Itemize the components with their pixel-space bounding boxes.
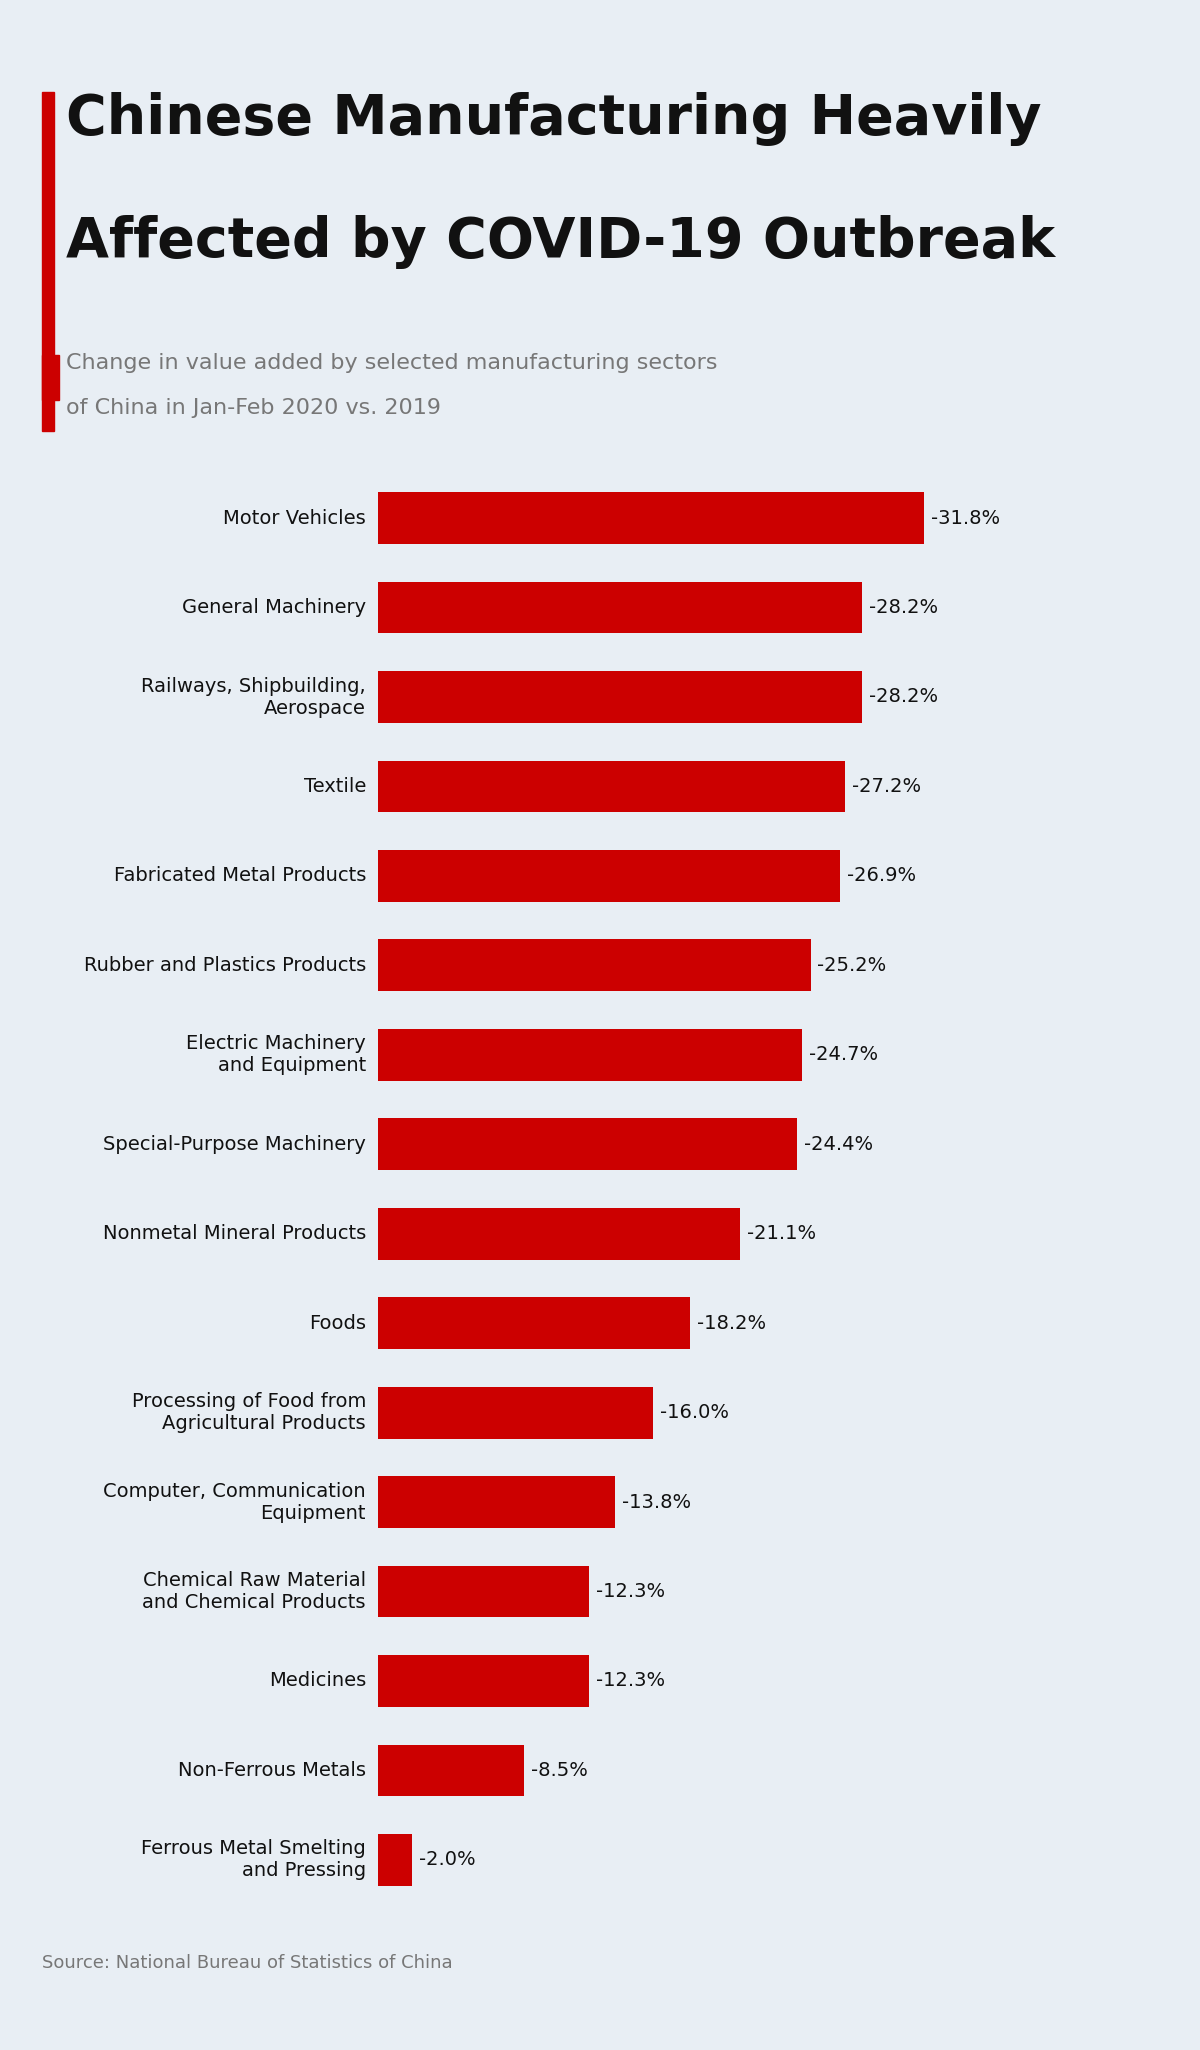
Text: Fabricated Metal Products: Fabricated Metal Products	[114, 867, 366, 886]
Text: Special-Purpose Machinery: Special-Purpose Machinery	[103, 1136, 366, 1154]
Text: -12.3%: -12.3%	[596, 1671, 665, 1691]
Text: Chinese Manufacturing Heavily: Chinese Manufacturing Heavily	[66, 92, 1042, 146]
Bar	[378, 1119, 797, 1171]
Bar	[378, 1476, 614, 1527]
Text: -27.2%: -27.2%	[852, 777, 920, 795]
Bar	[378, 1029, 802, 1080]
Text: Motor Vehicles: Motor Vehicles	[223, 508, 366, 527]
Text: Foods: Foods	[310, 1314, 366, 1332]
Text: -28.2%: -28.2%	[869, 687, 938, 707]
Bar	[378, 1654, 589, 1708]
Text: -12.3%: -12.3%	[596, 1583, 665, 1601]
Text: -16.0%: -16.0%	[660, 1402, 728, 1423]
Bar	[378, 1207, 740, 1259]
Text: General Machinery: General Machinery	[182, 599, 366, 617]
Text: Railways, Shipbuilding,
Aerospace: Railways, Shipbuilding, Aerospace	[142, 676, 366, 717]
Text: -24.7%: -24.7%	[809, 1046, 878, 1064]
Text: Non-Ferrous Metals: Non-Ferrous Metals	[178, 1761, 366, 1779]
Bar	[378, 1745, 524, 1796]
Text: Ferrous Metal Smelting
and Pressing: Ferrous Metal Smelting and Pressing	[142, 1839, 366, 1880]
Text: -26.9%: -26.9%	[847, 867, 916, 886]
Bar	[378, 1386, 653, 1439]
Text: -18.2%: -18.2%	[697, 1314, 767, 1332]
Text: -21.1%: -21.1%	[748, 1224, 816, 1242]
Text: Electric Machinery
and Equipment: Electric Machinery and Equipment	[186, 1035, 366, 1076]
Bar	[378, 582, 862, 633]
Text: Chemical Raw Material
and Chemical Products: Chemical Raw Material and Chemical Produ…	[143, 1570, 366, 1611]
Bar	[378, 761, 845, 812]
Bar	[378, 851, 840, 902]
Bar	[378, 1298, 690, 1349]
Text: Affected by COVID-19 Outbreak: Affected by COVID-19 Outbreak	[66, 215, 1055, 269]
Text: of China in Jan-Feb 2020 vs. 2019: of China in Jan-Feb 2020 vs. 2019	[66, 398, 442, 418]
Text: Computer, Communication
Equipment: Computer, Communication Equipment	[103, 1482, 366, 1523]
Text: Change in value added by selected manufacturing sectors: Change in value added by selected manufa…	[66, 353, 718, 373]
Text: -13.8%: -13.8%	[622, 1492, 691, 1511]
Bar	[378, 939, 811, 992]
Text: Nonmetal Mineral Products: Nonmetal Mineral Products	[103, 1224, 366, 1242]
Text: -25.2%: -25.2%	[817, 955, 887, 976]
Text: Textile: Textile	[304, 777, 366, 795]
Text: Rubber and Plastics Products: Rubber and Plastics Products	[84, 955, 366, 976]
Text: Processing of Food from
Agricultural Products: Processing of Food from Agricultural Pro…	[132, 1392, 366, 1433]
Bar	[378, 492, 924, 543]
Text: -24.4%: -24.4%	[804, 1136, 872, 1154]
Bar	[378, 670, 862, 724]
Text: -31.8%: -31.8%	[931, 508, 1000, 527]
Text: -8.5%: -8.5%	[530, 1761, 588, 1779]
Bar	[378, 1566, 589, 1617]
Text: Medicines: Medicines	[269, 1671, 366, 1691]
Text: Source: National Bureau of Statistics of China: Source: National Bureau of Statistics of…	[42, 1954, 452, 1972]
Text: -2.0%: -2.0%	[419, 1851, 476, 1870]
Bar	[378, 1835, 413, 1886]
Text: -28.2%: -28.2%	[869, 599, 938, 617]
